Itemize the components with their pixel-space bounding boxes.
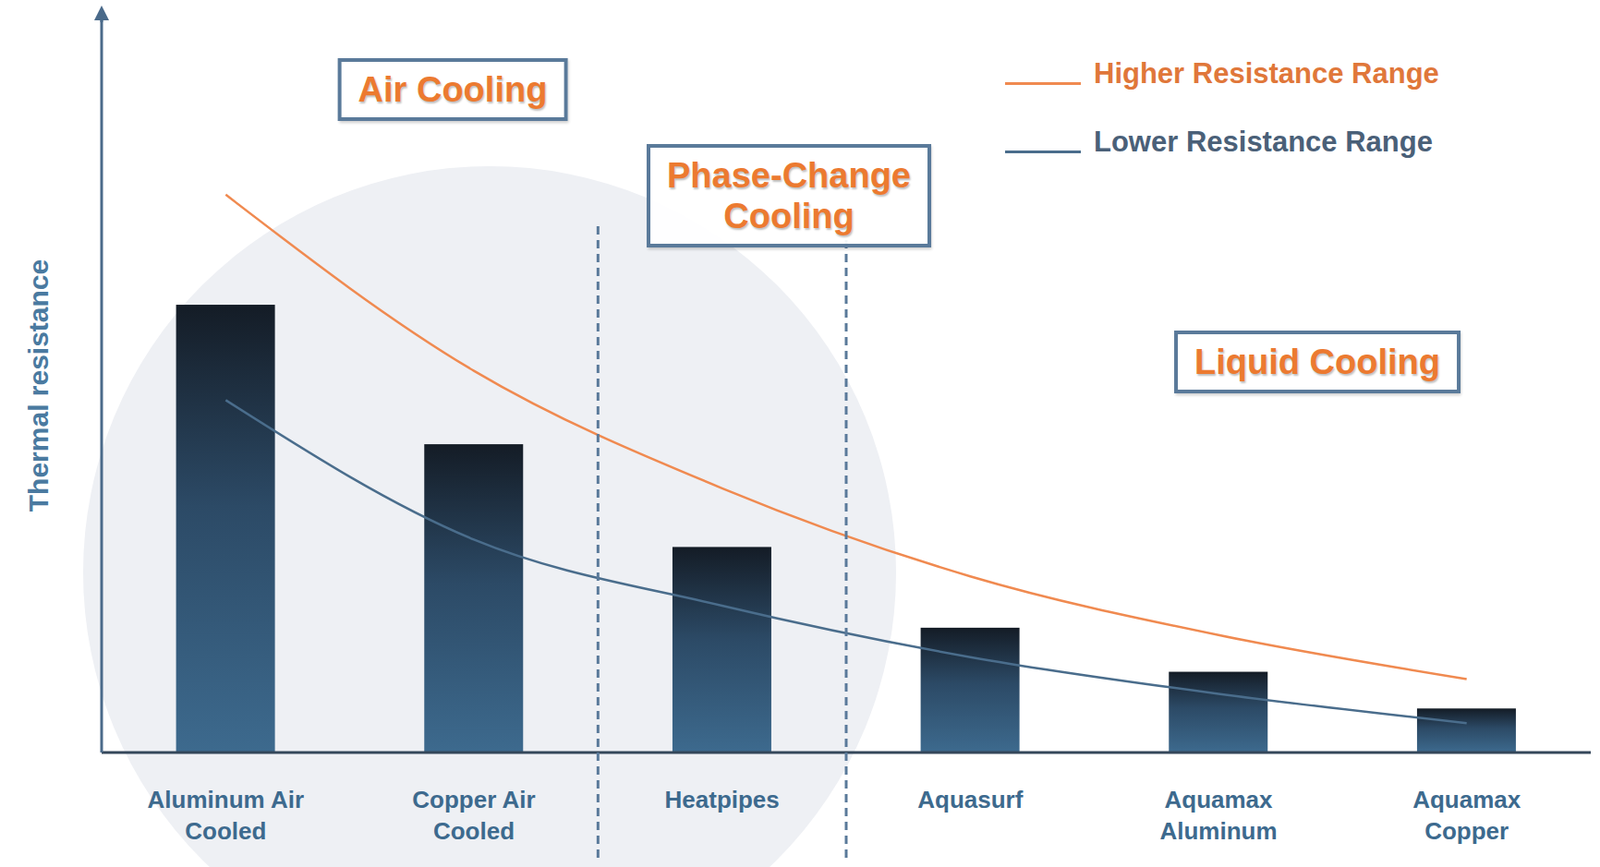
html-text:Air Cooling: Air Cooling — [358, 70, 548, 110]
html-text:Lower Resistance Range: Lower Resistance Range — [1093, 125, 1433, 158]
html-text:Liquid Cooling: Liquid Cooling — [1194, 342, 1441, 382]
svg-text:Aluminum AirCooled: Aluminum AirCooled — [147, 786, 304, 846]
svg-text:AquamaxCopper: AquamaxCopper — [1412, 786, 1522, 846]
html-text:Phase-Change: Phase-Change — [666, 156, 911, 195]
svg-text:Heatpipes: Heatpipes — [665, 786, 780, 814]
svg-text:Copper AirCooled: Copper AirCooled — [412, 786, 535, 846]
svg-text:AquamaxAluminum: AquamaxAluminum — [1159, 786, 1277, 846]
svg-text:Aquasurf: Aquasurf — [917, 786, 1023, 814]
html-text:Higher Resistance Range: Higher Resistance Range — [1093, 57, 1440, 90]
svg-text:Thermal resistance: Thermal resistance — [23, 259, 54, 512]
html-text:Cooling: Cooling — [723, 196, 855, 236]
